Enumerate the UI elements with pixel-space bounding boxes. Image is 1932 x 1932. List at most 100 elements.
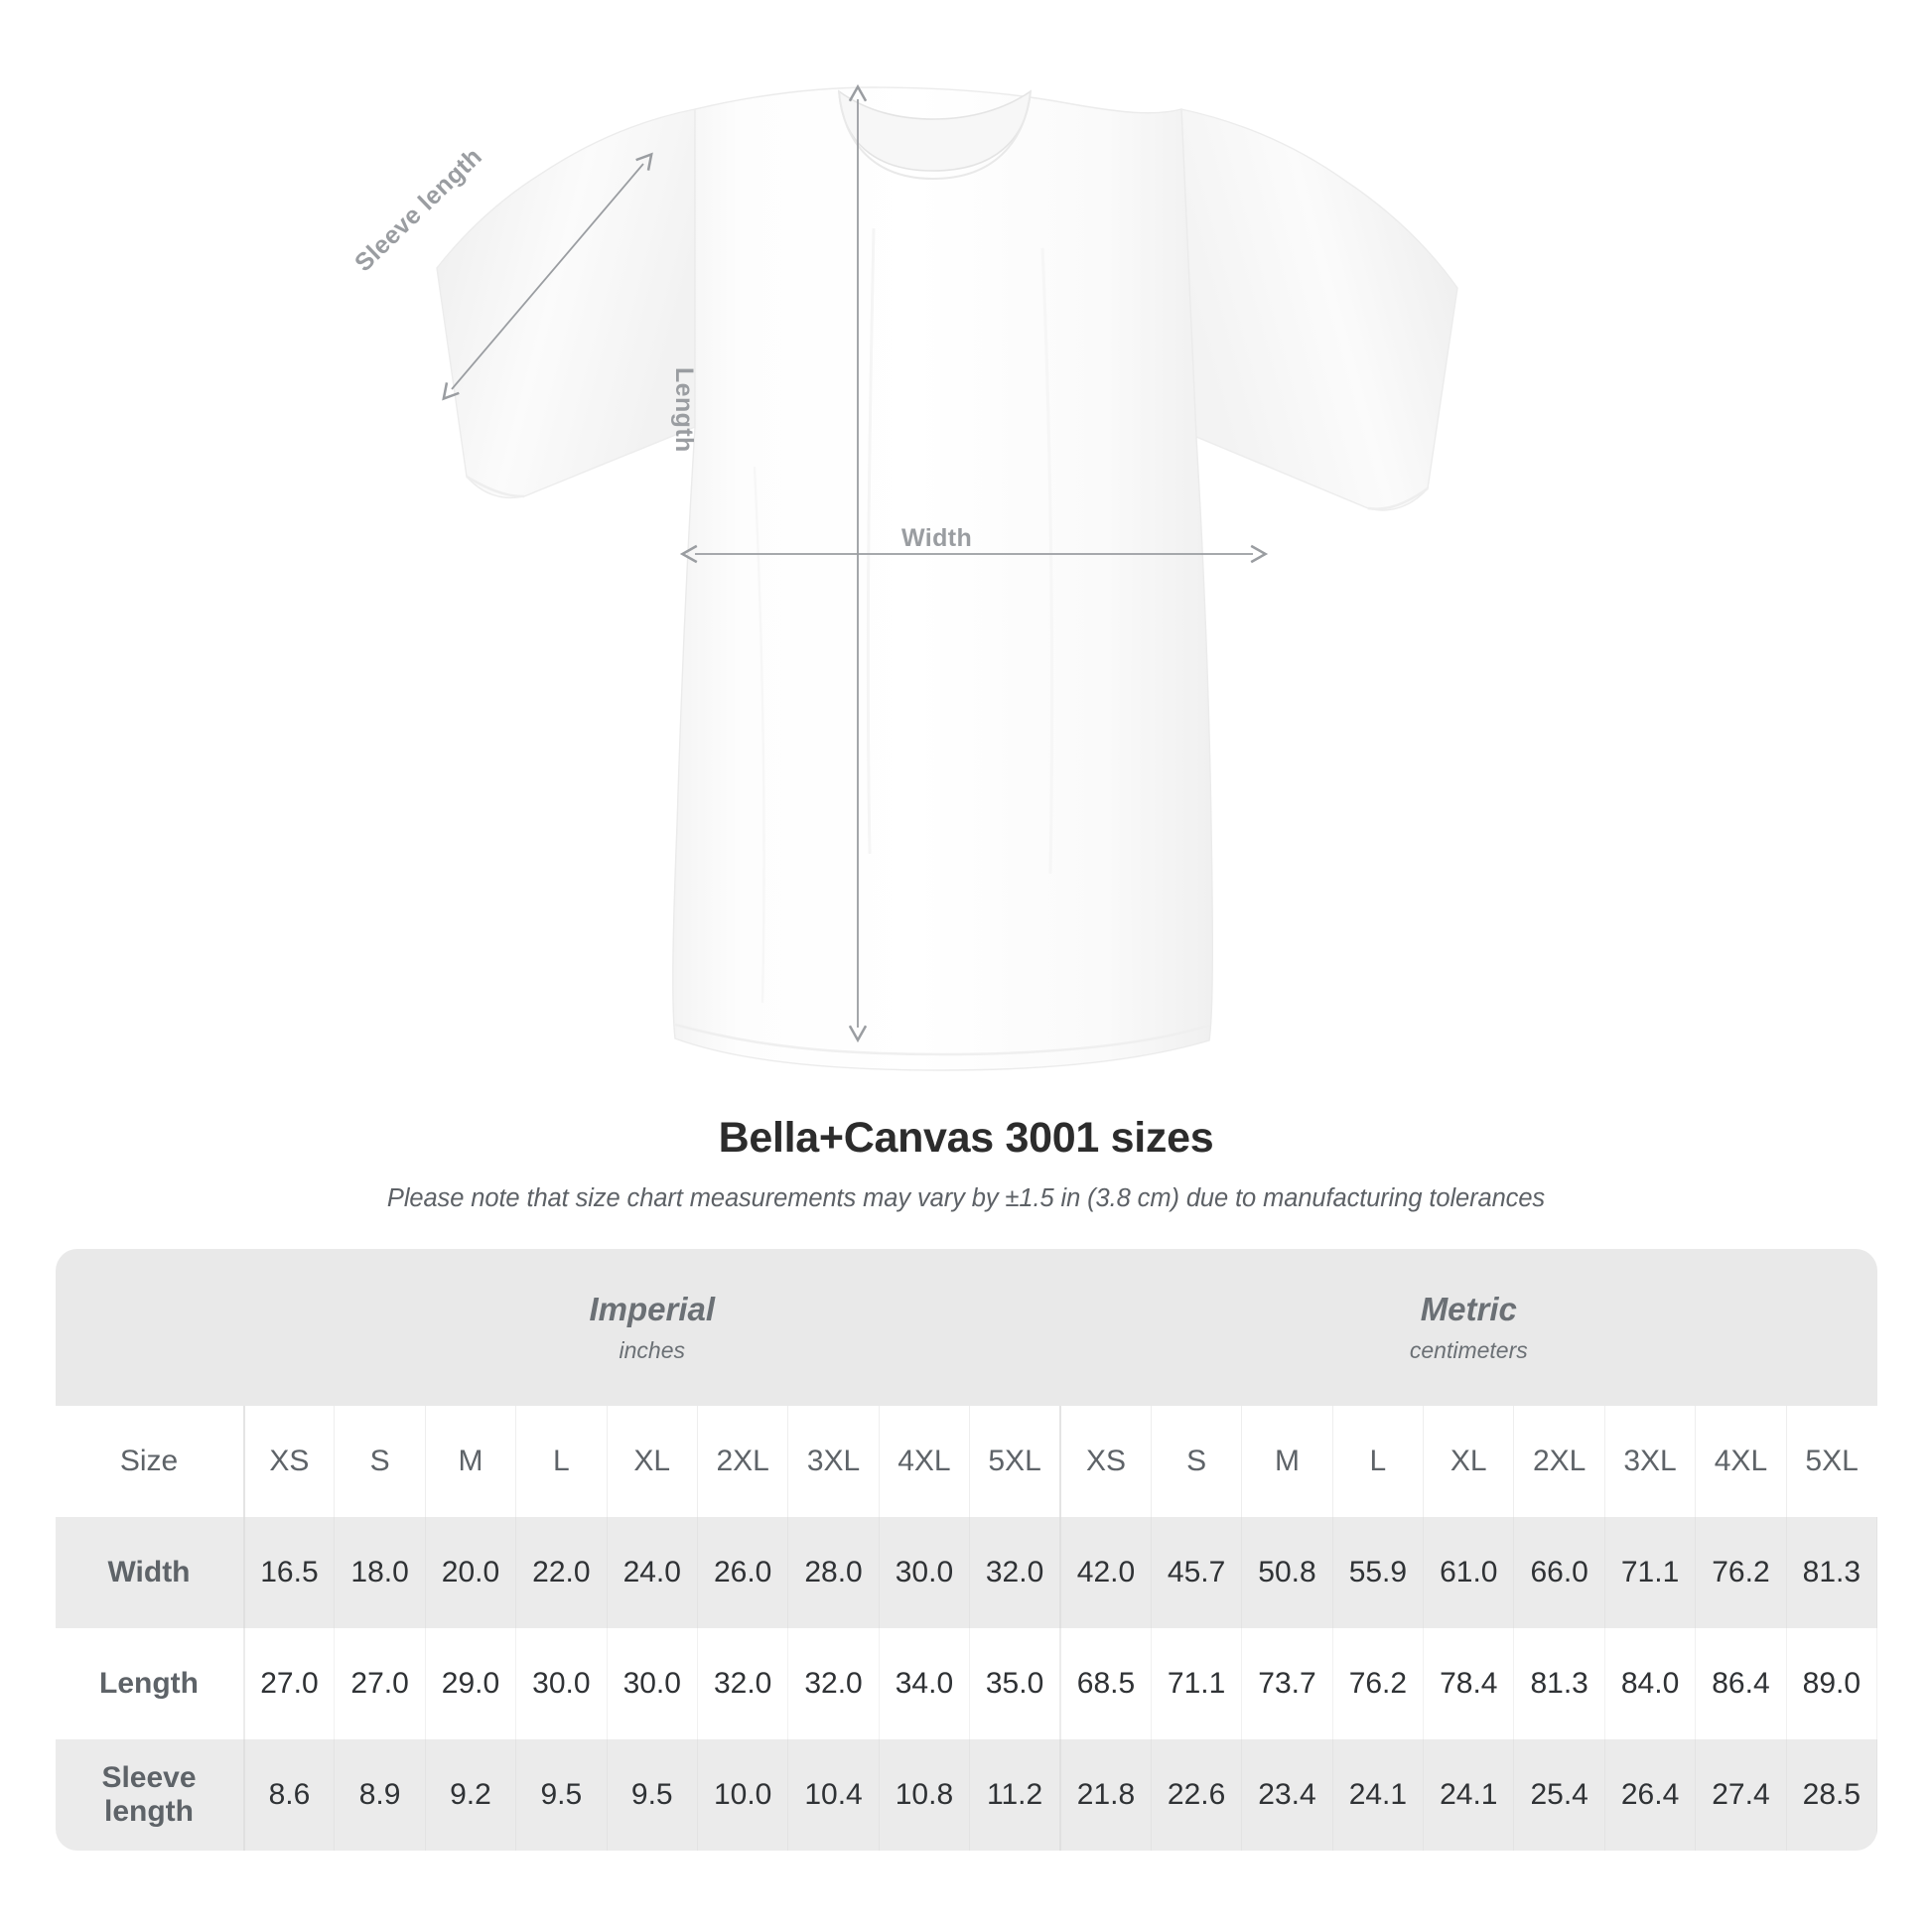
cell-metric-4xl: 27.4 [1695,1739,1787,1851]
cell-metric-xl: 61.0 [1423,1517,1515,1628]
size-header-metric-xl: XL [1423,1406,1515,1517]
size-header-metric-s: S [1151,1406,1243,1517]
cell-metric-5xl: 89.0 [1786,1628,1877,1739]
unit-name: Imperial [589,1290,716,1327]
cell-metric-s: 22.6 [1151,1739,1243,1851]
cell-metric-s: 71.1 [1151,1628,1243,1739]
title-block: Bella+Canvas 3001 sizes Please note that… [0,1114,1932,1213]
cell-metric-5xl: 28.5 [1786,1739,1877,1851]
cell-metric-2xl: 25.4 [1513,1739,1605,1851]
unit-header-metric: Metric centimeters [1060,1249,1877,1406]
size-header-imperial-xs: XS [243,1406,336,1517]
size-header-imperial-2xl: 2XL [697,1406,789,1517]
size-header-metric-xs: XS [1059,1406,1152,1517]
size-header-metric-3xl: 3XL [1604,1406,1697,1517]
tshirt-diagram: Sleeve length Length Width [349,83,1458,1071]
cell-metric-l: 55.9 [1332,1517,1425,1628]
cell-metric-m: 73.7 [1241,1628,1333,1739]
sleeve-length-arrow [442,152,653,401]
cell-metric-4xl: 76.2 [1695,1517,1787,1628]
size-header-imperial-3xl: 3XL [787,1406,880,1517]
size-header-metric-m: M [1241,1406,1333,1517]
cell-metric-l: 76.2 [1332,1628,1425,1739]
width-label: Width [901,524,973,552]
cell-imperial-xs: 27.0 [243,1628,336,1739]
size-table: Imperial inches Metric centimeters Size XS S M L… [55,1249,1877,1851]
size-header-imperial-5xl: 5XL [969,1406,1061,1517]
size-header-metric-5xl: 5XL [1786,1406,1877,1517]
size-header-imperial-xl: XL [607,1406,698,1517]
table-row: Width 16.5 18.0 20.0 22.0 24.0 26.0 28.0 30.0 32.… [55,1517,1877,1628]
cell-imperial-xl: 9.5 [607,1739,698,1851]
cell-metric-xs: 21.8 [1059,1739,1152,1851]
cell-imperial-m: 9.2 [425,1739,517,1851]
cell-metric-3xl: 71.1 [1604,1517,1697,1628]
cell-metric-3xl: 26.4 [1604,1739,1697,1851]
cell-imperial-3xl: 28.0 [787,1517,880,1628]
size-header-imperial-4xl: 4XL [879,1406,971,1517]
cell-metric-xs: 42.0 [1059,1517,1152,1628]
cell-metric-2xl: 81.3 [1513,1628,1605,1739]
cell-imperial-2xl: 32.0 [697,1628,789,1739]
cell-metric-m: 50.8 [1241,1517,1333,1628]
size-header-metric-l: L [1332,1406,1425,1517]
cell-imperial-l: 30.0 [515,1628,608,1739]
cell-metric-4xl: 86.4 [1695,1628,1787,1739]
cell-imperial-5xl: 32.0 [969,1517,1061,1628]
cell-metric-2xl: 66.0 [1513,1517,1605,1628]
cell-imperial-s: 27.0 [334,1628,426,1739]
cell-metric-l: 24.1 [1332,1739,1425,1851]
cell-imperial-xl: 24.0 [607,1517,698,1628]
measurement-arrows [442,83,1269,1043]
size-header-metric-4xl: 4XL [1695,1406,1787,1517]
size-header-row: Size XS S M L XL 2XL 3XL 4XL 5XL XS S M L XL 2XL 3XL 4XL 5… [55,1406,1877,1517]
cell-metric-5xl: 81.3 [1786,1517,1877,1628]
cell-imperial-m: 29.0 [425,1628,517,1739]
cell-metric-s: 45.7 [1151,1517,1243,1628]
cell-imperial-2xl: 26.0 [697,1517,789,1628]
cell-imperial-l: 9.5 [515,1739,608,1851]
cell-imperial-5xl: 35.0 [969,1628,1061,1739]
cell-imperial-3xl: 10.4 [787,1739,880,1851]
table-row: Length 27.0 27.0 29.0 30.0 30.0 32.0 32.0 34.0 35… [55,1628,1877,1739]
cell-imperial-s: 18.0 [334,1517,426,1628]
size-header-metric-2xl: 2XL [1513,1406,1605,1517]
size-table-container: Imperial inches Metric centimeters Size XS S M L… [55,1249,1877,1851]
size-header-imperial-m: M [425,1406,517,1517]
unit-header-imperial: Imperial inches [243,1249,1061,1406]
row-header-width: Width [55,1517,245,1628]
row-header-length: Length [55,1628,245,1739]
cell-metric-xl: 78.4 [1423,1628,1515,1739]
cell-imperial-xl: 30.0 [607,1628,698,1739]
size-header-imperial-l: L [515,1406,608,1517]
cell-metric-xl: 24.1 [1423,1739,1515,1851]
cell-imperial-2xl: 10.0 [697,1739,789,1851]
unit-name: Metric [1420,1290,1517,1327]
cell-metric-xs: 68.5 [1059,1628,1152,1739]
unit-subtitle: inches [619,1337,685,1364]
cell-imperial-xs: 8.6 [243,1739,336,1851]
cell-imperial-xs: 16.5 [243,1517,336,1628]
length-label: Length [670,367,698,453]
tshirt-illustration-svg [436,83,1458,1071]
tshirt-shape [436,86,1458,1071]
tolerance-note: Please note that size chart measurements… [386,1184,1546,1212]
size-header-imperial-s: S [334,1406,426,1517]
table-row: Sleeve length 8.6 8.9 9.2 9.5 9.5 10.0 10.4 10.8… [55,1739,1877,1851]
cell-imperial-s: 8.9 [334,1739,426,1851]
unit-band-spacer [55,1249,244,1406]
page-title: Bella+Canvas 3001 sizes [718,1114,1214,1162]
cell-imperial-5xl: 11.2 [969,1739,1061,1851]
unit-band-row: Imperial inches Metric centimeters [55,1249,1877,1406]
cell-metric-3xl: 84.0 [1604,1628,1697,1739]
cell-imperial-4xl: 30.0 [879,1517,971,1628]
cell-imperial-3xl: 32.0 [787,1628,880,1739]
cell-imperial-l: 22.0 [515,1517,608,1628]
unit-subtitle: centimeters [1409,1337,1528,1364]
row-header-sleeve-length: Sleeve length [55,1739,245,1851]
cell-imperial-4xl: 10.8 [879,1739,971,1851]
cell-imperial-4xl: 34.0 [879,1628,971,1739]
size-row-header: Size [55,1406,245,1517]
cell-imperial-m: 20.0 [425,1517,517,1628]
